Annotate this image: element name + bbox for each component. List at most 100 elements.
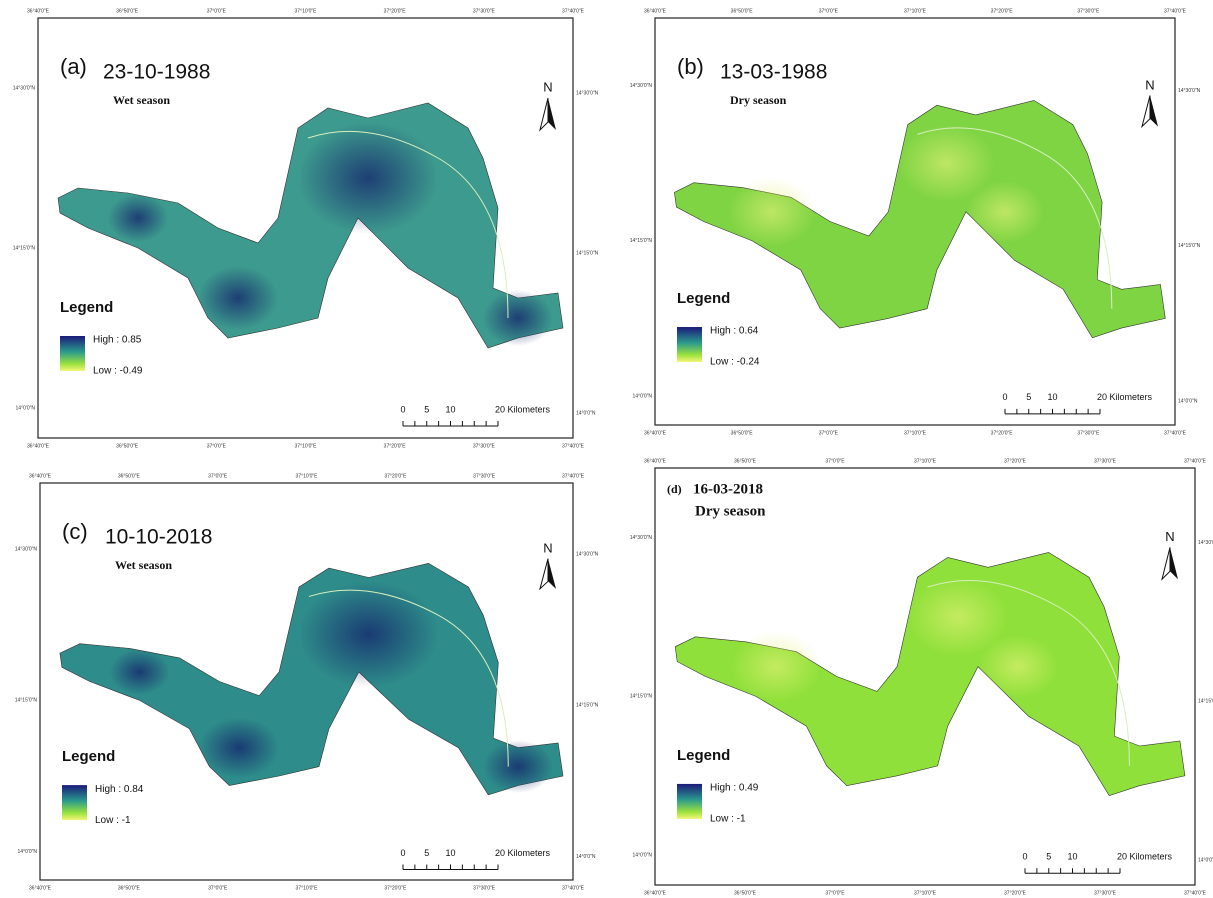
north-label: N: [543, 79, 552, 94]
longitude-label: 37°30'0"E: [1094, 890, 1117, 896]
longitude-label: 36°40'0"E: [27, 443, 50, 449]
latitude-label: 14°15'0"N: [13, 245, 36, 251]
north-arrow: [1150, 95, 1158, 127]
latitude-label: 14°15'0"N: [630, 238, 653, 244]
longitude-label: 37°40'0"E: [1184, 458, 1207, 464]
texture: [298, 122, 438, 234]
north-label: N: [1165, 529, 1174, 544]
legend-ramp: [60, 336, 85, 371]
legend-title: Legend: [677, 747, 730, 764]
texture: [727, 176, 816, 247]
legend-high: High : 0.64: [710, 326, 759, 337]
texture: [730, 630, 822, 703]
longitude-label: 37°30'0"E: [473, 885, 496, 891]
latitude-label: 14°0'0"N: [1198, 858, 1213, 864]
scale-label: 0: [1002, 392, 1007, 402]
longitude-label: 36°50'0"E: [734, 458, 757, 464]
longitude-label: 37°30'0"E: [1077, 430, 1100, 436]
latitude-label: 14°30'0"N: [630, 535, 653, 541]
river: [917, 127, 1113, 309]
legend-low: Low : -1: [95, 815, 131, 826]
latitude-label: 14°15'0"N: [15, 698, 38, 704]
panel-label: (d): [667, 482, 682, 496]
longitude-label: 37°0'0"E: [819, 430, 839, 436]
longitude-label: 37°20'0"E: [1004, 890, 1027, 896]
panel-label: (c): [62, 519, 88, 544]
latitude-label: 14°0'0"N: [1178, 398, 1198, 404]
scale-label: 20 Kilometers: [495, 848, 551, 858]
texture: [907, 577, 1009, 657]
panel-date: 10-10-2018: [105, 526, 212, 549]
longitude-label: 36°40'0"E: [29, 885, 52, 891]
scale-label: 5: [424, 848, 429, 858]
season-label: Dry season: [730, 93, 787, 107]
longitude-label: 37°10'0"E: [295, 443, 318, 449]
north-arrow: [539, 558, 549, 591]
longitude-label: 36°50'0"E: [734, 890, 757, 896]
longitude-label: 37°0'0"E: [207, 8, 227, 14]
longitude-label: 37°0'0"E: [208, 473, 228, 479]
longitude-label: 36°40'0"E: [644, 8, 667, 14]
longitude-label: 37°30'0"E: [473, 443, 496, 449]
scale-label: 20 Kilometers: [1097, 392, 1153, 402]
north-arrow: [548, 558, 556, 589]
longitude-label: 37°10'0"E: [904, 430, 927, 436]
north-arrow: [1170, 547, 1178, 580]
scale-label: 10: [445, 404, 455, 414]
longitude-label: 37°40'0"E: [1184, 890, 1207, 896]
longitude-label: 37°30'0"E: [473, 8, 496, 14]
longitude-label: 37°0'0"E: [825, 458, 845, 464]
legend-low: Low : -0.24: [710, 357, 760, 368]
north-label: N: [1145, 77, 1154, 92]
legend-ramp: [677, 327, 702, 363]
longitude-label: 36°50'0"E: [731, 430, 754, 436]
texture: [198, 266, 278, 330]
scale-label: 0: [400, 404, 405, 414]
map-panel: 36°40'0"E 36°40'0"E 36°50'0"E 36°50'0"E 37°0…: [15, 473, 599, 891]
study-area: [59, 562, 564, 796]
longitude-label: 36°50'0"E: [118, 885, 141, 891]
longitude-label: 36°40'0"E: [644, 458, 667, 464]
longitude-label: 36°40'0"E: [29, 473, 52, 479]
longitude-label: 37°30'0"E: [1077, 8, 1100, 14]
texture: [108, 194, 168, 242]
study-area: [674, 100, 1166, 339]
scale-label: 5: [424, 404, 429, 414]
longitude-label: 37°20'0"E: [991, 430, 1014, 436]
texture: [966, 180, 1044, 243]
north-arrow: [1141, 95, 1151, 129]
longitude-label: 37°20'0"E: [384, 8, 407, 14]
map-panel: 36°40'0"E 36°40'0"E 36°50'0"E 36°50'0"E 37°0…: [13, 8, 599, 449]
legend-ramp: [677, 783, 702, 819]
longitude-label: 37°10'0"E: [296, 473, 319, 479]
longitude-label: 36°40'0"E: [27, 8, 50, 14]
legend-high: High : 0.49: [710, 783, 759, 794]
panel-date: 16-03-2018: [693, 481, 763, 497]
north-arrow: [1161, 547, 1171, 581]
scale-label: 10: [445, 848, 455, 858]
longitude-label: 37°30'0"E: [473, 473, 496, 479]
longitude-label: 37°40'0"E: [562, 443, 585, 449]
legend-high: High : 0.85: [93, 335, 142, 346]
legend-low: Low : -0.49: [93, 366, 143, 377]
season-label: Wet season: [113, 93, 170, 107]
longitude-label: 37°40'0"E: [562, 473, 585, 479]
latitude-label: 14°15'0"N: [1198, 699, 1213, 705]
longitude-label: 37°40'0"E: [562, 885, 585, 891]
north-label: N: [543, 541, 552, 556]
latitude-label: 14°0'0"N: [633, 853, 653, 859]
scale-label: 5: [1026, 392, 1031, 402]
panel-label: (a): [60, 54, 87, 79]
season-label: Dry season: [695, 503, 766, 519]
longitude-label: 37°0'0"E: [207, 443, 227, 449]
panel-label: (b): [677, 54, 704, 79]
scale-label: 20 Kilometers: [495, 404, 551, 414]
longitude-label: 37°40'0"E: [1164, 430, 1187, 436]
legend-low: Low : -1: [710, 814, 746, 825]
legend-ramp: [62, 785, 87, 821]
river: [927, 580, 1130, 766]
season-label: Wet season: [115, 558, 172, 572]
north-arrow: [539, 97, 549, 132]
latitude-label: 14°15'0"N: [576, 703, 599, 709]
